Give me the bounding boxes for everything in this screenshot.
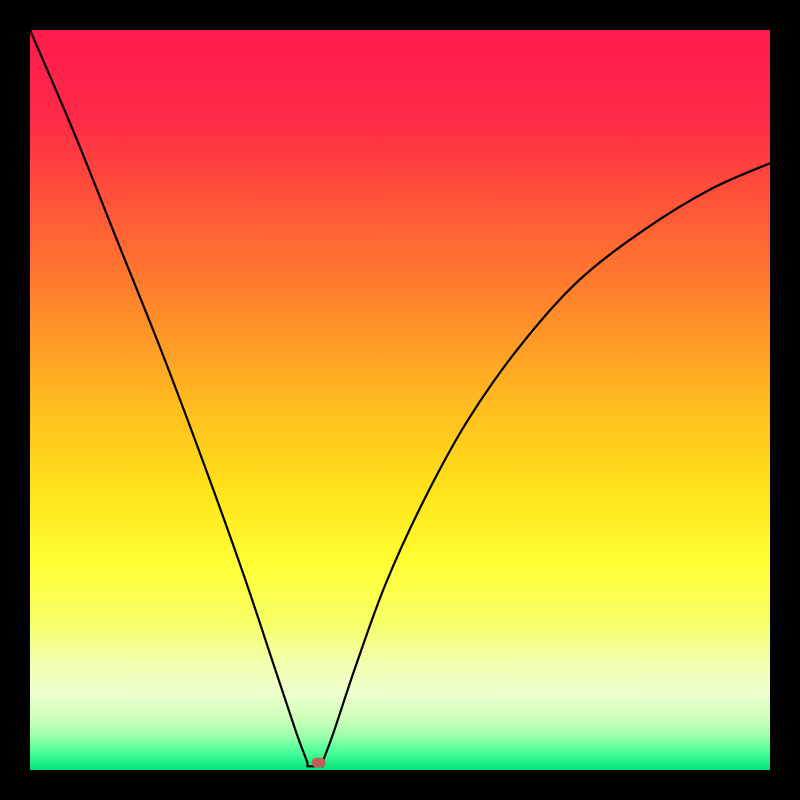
bottleneck-marker [312,758,326,768]
bottleneck-chart [0,0,800,800]
chart-gradient-bg [30,30,770,770]
chart-container: TheBottleneck.com [0,0,800,800]
